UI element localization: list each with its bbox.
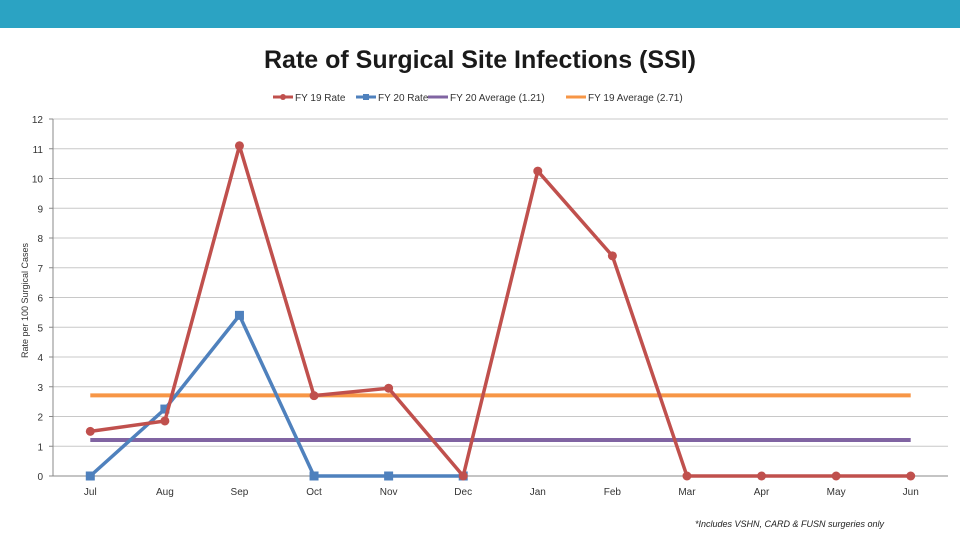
point-fy-19-rate — [85, 426, 95, 436]
point-fy-20-rate — [384, 471, 394, 481]
point-fy-20-rate — [160, 404, 170, 414]
x-tick-label: Nov — [380, 487, 398, 498]
legend-label: FY 19 Rate — [295, 93, 346, 104]
point-fy-19-rate — [533, 166, 543, 176]
header-bar — [0, 0, 960, 28]
y-tick-label: 8 — [37, 234, 43, 245]
point-fy-19-rate — [757, 471, 767, 481]
legend-label: FY 19 Average (2.71) — [588, 93, 683, 104]
y-tick-label: 3 — [37, 383, 43, 394]
footnote: *Includes VSHN, CARD & FUSN surgeries on… — [695, 519, 885, 529]
point-fy-20-rate — [234, 310, 244, 320]
x-tick-label: Jul — [84, 487, 97, 498]
series-line-fy-20-rate — [89, 313, 464, 478]
point-fy-19-rate — [682, 471, 692, 481]
point-fy-19-rate — [607, 251, 617, 261]
point-fy-19-rate — [309, 391, 319, 401]
y-tick-label: 4 — [37, 353, 43, 364]
point-fy-19-rate — [160, 416, 170, 426]
legend-label: FY 20 Rate — [378, 93, 429, 104]
point-fy-19-rate — [831, 471, 841, 481]
y-axis-label: Rate per 100 Surgical Cases — [20, 242, 30, 358]
legend-label: FY 20 Average (1.21) — [450, 93, 545, 104]
y-tick-label: 1 — [37, 442, 43, 453]
x-tick-label: Jun — [903, 487, 919, 498]
x-tick-label: Dec — [454, 487, 472, 498]
chart-title: Rate of Surgical Site Infections (SSI) — [263, 46, 697, 74]
y-tick-label: 10 — [32, 175, 44, 186]
y-tick-label: 11 — [33, 145, 44, 156]
x-tick-label: Jan — [530, 487, 546, 498]
point-fy-19-rate — [458, 471, 468, 481]
x-tick-label: Sep — [231, 487, 249, 498]
legend-marker — [363, 94, 369, 100]
y-tick-label: 0 — [37, 472, 43, 483]
x-tick-label: Feb — [604, 487, 622, 498]
y-tick-label: 12 — [32, 115, 44, 126]
x-tick-label: May — [827, 487, 846, 498]
legend-marker — [280, 94, 286, 100]
point-fy-20-rate — [85, 471, 95, 481]
point-fy-20-rate — [309, 471, 319, 481]
point-fy-19-rate — [906, 471, 916, 481]
point-fy-19-rate — [234, 141, 244, 151]
y-tick-label: 2 — [37, 413, 43, 424]
y-tick-label: 7 — [37, 264, 43, 275]
point-fy-19-rate — [384, 383, 394, 393]
y-tick-label: 5 — [37, 323, 43, 334]
series-line-fy-19-rate — [90, 144, 911, 478]
y-tick-label: 9 — [37, 204, 43, 215]
x-tick-label: Aug — [156, 487, 174, 498]
y-tick-label: 6 — [37, 294, 43, 305]
x-tick-label: Oct — [306, 487, 322, 498]
x-tick-label: Mar — [678, 487, 696, 498]
x-tick-label: Apr — [754, 487, 770, 498]
